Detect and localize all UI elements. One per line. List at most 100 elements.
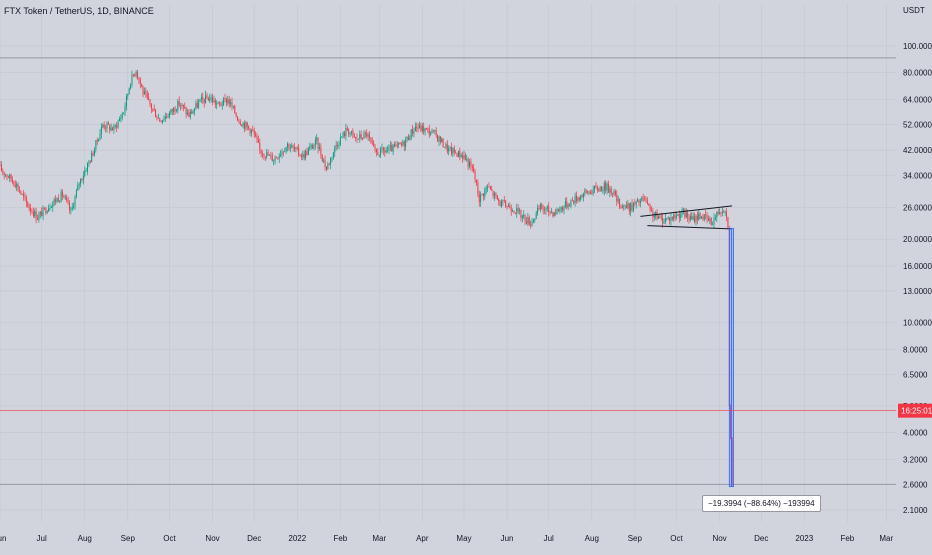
candle-body xyxy=(589,192,590,193)
candle-body xyxy=(705,214,706,215)
candle-body xyxy=(393,145,394,152)
y-tick-label: 26.0000 xyxy=(903,204,932,213)
candle-body xyxy=(61,192,62,201)
y-tick-label: 20.0000 xyxy=(903,235,932,244)
candle-body xyxy=(284,151,285,152)
candle-body xyxy=(225,98,226,99)
candle-body xyxy=(333,152,334,157)
candle-body xyxy=(70,209,71,210)
candle-body xyxy=(133,74,134,75)
x-tick-label: Jun xyxy=(0,534,6,543)
candle-body xyxy=(302,154,303,157)
candle-body xyxy=(487,187,488,188)
y-tick-label: 2.1000 xyxy=(903,506,928,515)
candle-body xyxy=(569,205,570,207)
candle-body xyxy=(47,212,48,214)
y-tick-label: 13.0000 xyxy=(903,287,932,296)
candle-body xyxy=(50,208,51,209)
candle-body xyxy=(59,201,60,202)
candle-body xyxy=(30,208,31,211)
candle-body xyxy=(500,201,501,206)
candle-body xyxy=(1,165,2,170)
x-tick-label: Feb xyxy=(840,534,854,543)
candle-body xyxy=(215,100,216,104)
candle-body xyxy=(693,216,694,219)
candle-body xyxy=(4,172,5,174)
candle-body xyxy=(438,136,439,141)
candle-body xyxy=(490,187,491,190)
candle-body xyxy=(275,158,276,161)
candle-body xyxy=(547,206,548,207)
candle-body xyxy=(516,208,517,213)
candle-body xyxy=(397,145,398,146)
y-tick-label: 2.6000 xyxy=(903,480,928,489)
candle-body xyxy=(83,176,84,180)
candle-body xyxy=(172,109,173,111)
candle-body xyxy=(558,209,559,211)
candle-body xyxy=(412,129,413,133)
candle-body xyxy=(25,196,26,197)
candle-body xyxy=(72,207,73,210)
candle-body xyxy=(273,161,274,162)
candle-body xyxy=(175,108,176,112)
candle-body xyxy=(419,125,420,128)
candle-body xyxy=(241,125,242,126)
x-tick-label: Sep xyxy=(121,534,136,543)
candle-body xyxy=(354,133,355,137)
candle-body xyxy=(668,217,669,218)
candle-body xyxy=(29,207,30,208)
candle-body xyxy=(161,122,162,123)
candle-body xyxy=(666,218,667,219)
candle-body xyxy=(191,112,192,114)
candle-body xyxy=(340,137,341,144)
x-tick-label: Dec xyxy=(754,534,768,543)
candle-body xyxy=(144,91,145,94)
candle-body xyxy=(384,150,385,152)
candle-body xyxy=(430,133,431,134)
candle-body xyxy=(48,208,49,211)
candle-body xyxy=(366,133,367,137)
candle-body xyxy=(286,147,287,151)
candle-body xyxy=(148,97,149,99)
candle-body xyxy=(40,212,41,215)
candle-body xyxy=(230,102,231,104)
candle-body xyxy=(129,88,130,93)
candle-body xyxy=(143,87,144,94)
time-axis[interactable]: JunJulAugSepOctNovDec2022FebMarAprMayJun… xyxy=(0,534,893,543)
candle-body xyxy=(69,203,70,210)
candle-body xyxy=(20,191,21,194)
candle-body xyxy=(572,200,573,201)
candle-body xyxy=(518,208,519,211)
candle-body xyxy=(130,85,131,89)
candle-body xyxy=(540,204,541,209)
candle-body xyxy=(609,189,610,193)
candle-body xyxy=(509,206,510,209)
candle-body xyxy=(295,148,296,149)
candle-body xyxy=(165,116,166,119)
candle-body xyxy=(254,130,255,134)
candle-body xyxy=(154,109,155,110)
candle-body xyxy=(629,203,630,211)
candle-body xyxy=(476,180,477,183)
candle-body xyxy=(81,179,82,180)
candle-body xyxy=(543,209,544,210)
candle-body xyxy=(54,199,55,202)
candle-body xyxy=(288,144,289,149)
candle-body xyxy=(26,197,27,202)
candle-body xyxy=(507,207,508,208)
candle-body xyxy=(595,186,596,187)
x-tick-label: 2022 xyxy=(288,534,306,543)
candle-body xyxy=(220,103,221,105)
price-axis[interactable]: USDT 100.000080.000064.000052.000042.000… xyxy=(903,6,932,515)
candle-body xyxy=(680,215,681,218)
candle-body xyxy=(272,155,273,161)
candle-body xyxy=(180,105,181,106)
candle-body xyxy=(650,205,651,210)
candle-body xyxy=(687,213,688,218)
candle-body xyxy=(616,195,617,202)
candle-body xyxy=(598,190,599,191)
candle-body xyxy=(101,127,102,134)
candle-body xyxy=(131,74,132,84)
